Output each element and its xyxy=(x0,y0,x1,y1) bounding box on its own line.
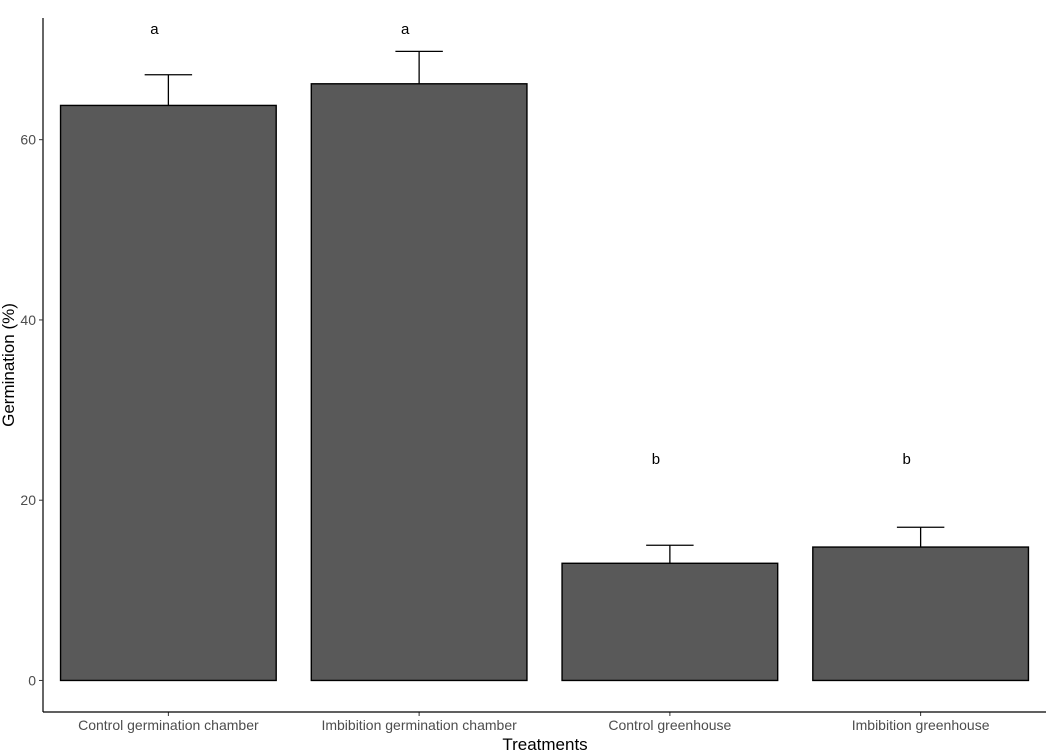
y-axis-title: Germination (%) xyxy=(0,303,18,427)
bar-4 xyxy=(812,546,1030,682)
x-axis: Control germination chamber Imbibition ge… xyxy=(43,711,1046,733)
y-tick-label-2: 20 xyxy=(20,492,36,508)
significance-label-3: b xyxy=(652,451,660,468)
y-tick-label-3: 40 xyxy=(20,312,36,328)
bar-2 xyxy=(310,83,528,682)
x-tick-label-3: Control greenhouse xyxy=(608,717,731,733)
x-tick-label-1: Control germination chamber xyxy=(78,717,259,733)
y-axis: 0 20 40 60 xyxy=(20,18,44,712)
significance-label-1: a xyxy=(150,21,159,38)
significance-labels-layer: a a b b xyxy=(150,21,911,468)
bar-3 xyxy=(561,562,779,682)
x-tick-label-2: Imbibition germination chamber xyxy=(321,717,517,733)
y-tick-label-1: 0 xyxy=(28,672,36,688)
significance-label-2: a xyxy=(401,21,410,38)
error-bars-layer xyxy=(144,50,945,564)
y-tick-label-4: 60 xyxy=(20,132,36,148)
significance-label-4: b xyxy=(902,451,910,468)
x-axis-title: Treatments xyxy=(502,735,587,754)
x-tick-label-4: Imbibition greenhouse xyxy=(852,717,990,733)
bars-layer xyxy=(59,83,1030,682)
bar-1 xyxy=(59,104,277,682)
